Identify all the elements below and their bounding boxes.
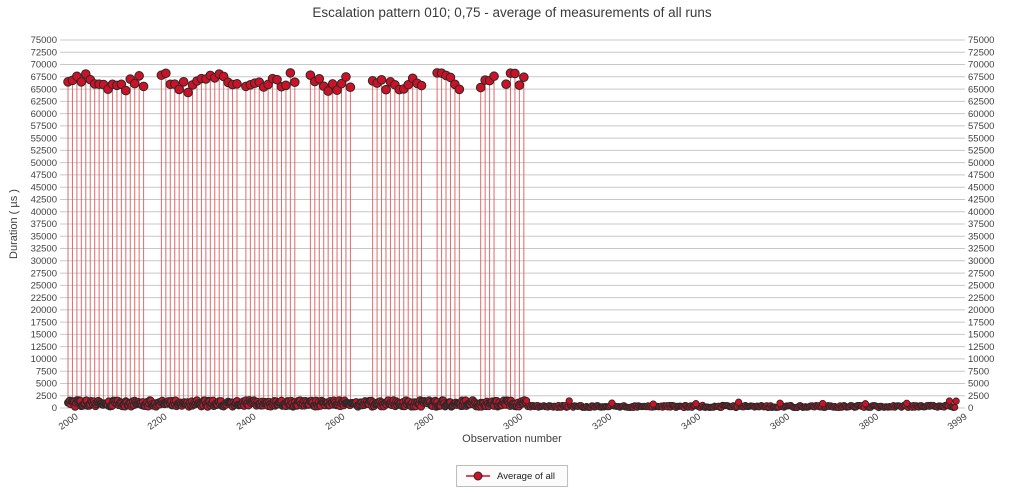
svg-text:2500: 2500 <box>968 391 989 402</box>
svg-text:22500: 22500 <box>31 293 57 304</box>
svg-text:22500: 22500 <box>968 293 994 304</box>
svg-text:2600: 2600 <box>324 411 348 432</box>
svg-text:10000: 10000 <box>968 354 994 365</box>
svg-text:37500: 37500 <box>31 219 57 230</box>
x-axis-title: Observation number <box>462 433 562 445</box>
svg-text:2200: 2200 <box>146 411 170 432</box>
svg-text:72500: 72500 <box>31 47 57 58</box>
svg-text:75000: 75000 <box>968 35 994 46</box>
svg-text:72500: 72500 <box>968 47 994 58</box>
svg-text:50000: 50000 <box>31 158 57 169</box>
svg-text:40000: 40000 <box>31 207 57 218</box>
svg-text:3200: 3200 <box>590 411 614 432</box>
svg-text:45000: 45000 <box>31 182 57 193</box>
svg-text:35000: 35000 <box>31 231 57 242</box>
svg-text:5000: 5000 <box>36 379 57 390</box>
legend-label: Average of all <box>497 470 555 482</box>
svg-text:30000: 30000 <box>968 256 994 267</box>
chart-title: Escalation pattern 010; 0,75 - average o… <box>312 5 712 20</box>
svg-text:62500: 62500 <box>968 97 994 108</box>
svg-text:67500: 67500 <box>968 72 994 83</box>
svg-text:7500: 7500 <box>968 366 989 377</box>
svg-text:45000: 45000 <box>968 182 994 193</box>
svg-text:67500: 67500 <box>31 72 57 83</box>
svg-text:7500: 7500 <box>36 366 57 377</box>
svg-text:12500: 12500 <box>31 342 57 353</box>
svg-text:75000: 75000 <box>31 35 57 46</box>
svg-text:17500: 17500 <box>968 317 994 328</box>
svg-text:2400: 2400 <box>235 411 259 432</box>
svg-text:3600: 3600 <box>768 411 792 432</box>
svg-text:2500: 2500 <box>36 391 57 402</box>
svg-text:52500: 52500 <box>968 146 994 157</box>
svg-text:25000: 25000 <box>968 281 994 292</box>
svg-text:65000: 65000 <box>31 84 57 95</box>
svg-text:62500: 62500 <box>31 97 57 108</box>
svg-text:57500: 57500 <box>31 121 57 132</box>
svg-text:32500: 32500 <box>31 244 57 255</box>
svg-text:65000: 65000 <box>968 84 994 95</box>
svg-text:15000: 15000 <box>968 330 994 341</box>
legend-series-marker-icon <box>466 471 491 481</box>
legend: Average of all <box>456 465 568 487</box>
y-axis-title: Duration ( µs ) <box>8 189 20 259</box>
svg-text:60000: 60000 <box>968 109 994 120</box>
svg-text:50000: 50000 <box>968 158 994 169</box>
svg-text:25000: 25000 <box>31 281 57 292</box>
svg-text:0: 0 <box>52 403 57 414</box>
svg-text:52500: 52500 <box>31 146 57 157</box>
svg-text:42500: 42500 <box>968 195 994 206</box>
svg-text:2800: 2800 <box>413 411 437 432</box>
svg-text:70000: 70000 <box>31 60 57 71</box>
svg-text:27500: 27500 <box>31 268 57 279</box>
svg-text:3400: 3400 <box>679 411 703 432</box>
svg-text:60000: 60000 <box>31 109 57 120</box>
svg-text:17500: 17500 <box>31 317 57 328</box>
svg-text:37500: 37500 <box>968 219 994 230</box>
svg-text:27500: 27500 <box>968 268 994 279</box>
svg-text:32500: 32500 <box>968 244 994 255</box>
svg-text:47500: 47500 <box>31 170 57 181</box>
svg-text:70000: 70000 <box>968 60 994 71</box>
svg-text:3000: 3000 <box>501 411 525 432</box>
svg-text:40000: 40000 <box>968 207 994 218</box>
svg-text:55000: 55000 <box>31 133 57 144</box>
svg-text:20000: 20000 <box>31 305 57 316</box>
svg-text:42500: 42500 <box>31 195 57 206</box>
svg-text:5000: 5000 <box>968 379 989 390</box>
svg-text:57500: 57500 <box>968 121 994 132</box>
svg-text:47500: 47500 <box>968 170 994 181</box>
svg-text:12500: 12500 <box>968 342 994 353</box>
svg-text:3800: 3800 <box>857 411 881 432</box>
svg-text:35000: 35000 <box>968 231 994 242</box>
svg-text:0: 0 <box>968 403 973 414</box>
svg-text:30000: 30000 <box>31 256 57 267</box>
svg-text:20000: 20000 <box>968 305 994 316</box>
svg-text:2000: 2000 <box>57 411 81 432</box>
svg-text:3999: 3999 <box>946 411 970 432</box>
svg-text:15000: 15000 <box>31 330 57 341</box>
svg-text:55000: 55000 <box>968 133 994 144</box>
svg-text:10000: 10000 <box>31 354 57 365</box>
